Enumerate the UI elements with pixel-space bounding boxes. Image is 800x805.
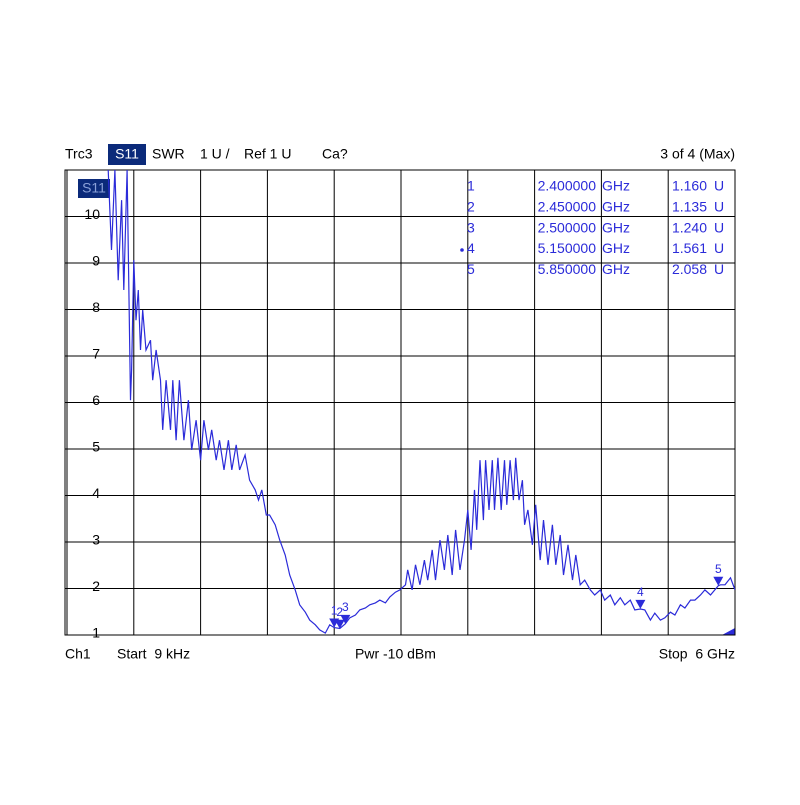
start-label: Start 9 kHz xyxy=(117,646,190,662)
marker-table-frequency: 2.450000 xyxy=(538,199,597,215)
marker-triangle xyxy=(635,599,646,609)
active-marker-dot xyxy=(460,248,464,252)
y-tick-label: 6 xyxy=(92,392,100,408)
trace-legend-box xyxy=(78,179,110,198)
marker-triangle xyxy=(340,614,351,624)
marker-number: 1 xyxy=(331,604,338,618)
marker-table-value: 1.135 xyxy=(672,199,707,215)
measurement-box xyxy=(108,144,146,165)
marker-table-value-unit: U xyxy=(714,240,724,256)
marker-table-value-unit: U xyxy=(714,199,724,215)
marker-number: 3 xyxy=(342,600,349,614)
marker-number: 4 xyxy=(637,585,644,599)
marker-table-frequency-unit: GHz xyxy=(602,240,630,256)
marker-table-value: 1.561 xyxy=(672,240,707,256)
marker-triangle xyxy=(713,576,724,586)
y-tick-label: 5 xyxy=(92,439,100,455)
y-tick-label: 2 xyxy=(92,578,100,594)
trace-label: Trc3 xyxy=(65,146,93,162)
marker-table-value-unit: U xyxy=(714,219,724,235)
y-tick-label: 10 xyxy=(84,206,100,222)
y-tick-label: 3 xyxy=(92,532,100,548)
calibration-label: Ca? xyxy=(322,146,348,162)
measurement-label: S11 xyxy=(115,146,139,162)
marker-table-value: 1.160 xyxy=(672,178,707,194)
marker-number: 5 xyxy=(715,562,722,576)
marker-table-number: 2 xyxy=(467,199,475,215)
y-tick-label: 4 xyxy=(92,485,100,501)
marker-table-frequency: 2.500000 xyxy=(538,219,597,235)
y-tick-label: 1 xyxy=(92,625,100,641)
marker-table-frequency-unit: GHz xyxy=(602,219,630,235)
y-tick-label: 7 xyxy=(92,346,100,362)
format-label: SWR xyxy=(152,146,185,162)
trace-legend-label: S11 xyxy=(82,180,106,196)
marker-triangle xyxy=(334,619,345,629)
marker-table-value: 2.058 xyxy=(672,261,707,277)
marker-table-value: 1.240 xyxy=(672,219,707,235)
trace-line xyxy=(107,170,735,634)
stop-label: Stop 6 GHz xyxy=(659,646,735,662)
plot-frame xyxy=(64,169,736,636)
y-tick-label: 8 xyxy=(92,299,100,315)
marker-table-number: 3 xyxy=(467,219,475,235)
scale-label: 1 U / xyxy=(200,146,230,162)
marker-table-number: 1 xyxy=(467,178,475,194)
marker-table-frequency-unit: GHz xyxy=(602,178,630,194)
marker-table-frequency: 5.850000 xyxy=(538,261,597,277)
marker-number: 2 xyxy=(336,605,343,619)
marker-table-value-unit: U xyxy=(714,178,724,194)
reference-label: Ref 1 U xyxy=(244,146,291,162)
reference-marker xyxy=(722,628,735,635)
channel-label: Ch1 xyxy=(65,646,91,662)
marker-table-frequency: 2.400000 xyxy=(538,178,597,194)
power-label: Pwr -10 dBm xyxy=(355,646,436,662)
marker-table-number: 4 xyxy=(467,240,475,256)
marker-status: 3 of 4 (Max) xyxy=(660,146,735,162)
marker-table-frequency: 5.150000 xyxy=(538,240,597,256)
marker-table-number: 5 xyxy=(467,261,475,277)
marker-table-frequency-unit: GHz xyxy=(602,261,630,277)
y-tick-label: 9 xyxy=(92,253,100,269)
marker-table-frequency-unit: GHz xyxy=(602,199,630,215)
marker-table-value-unit: U xyxy=(714,261,724,277)
